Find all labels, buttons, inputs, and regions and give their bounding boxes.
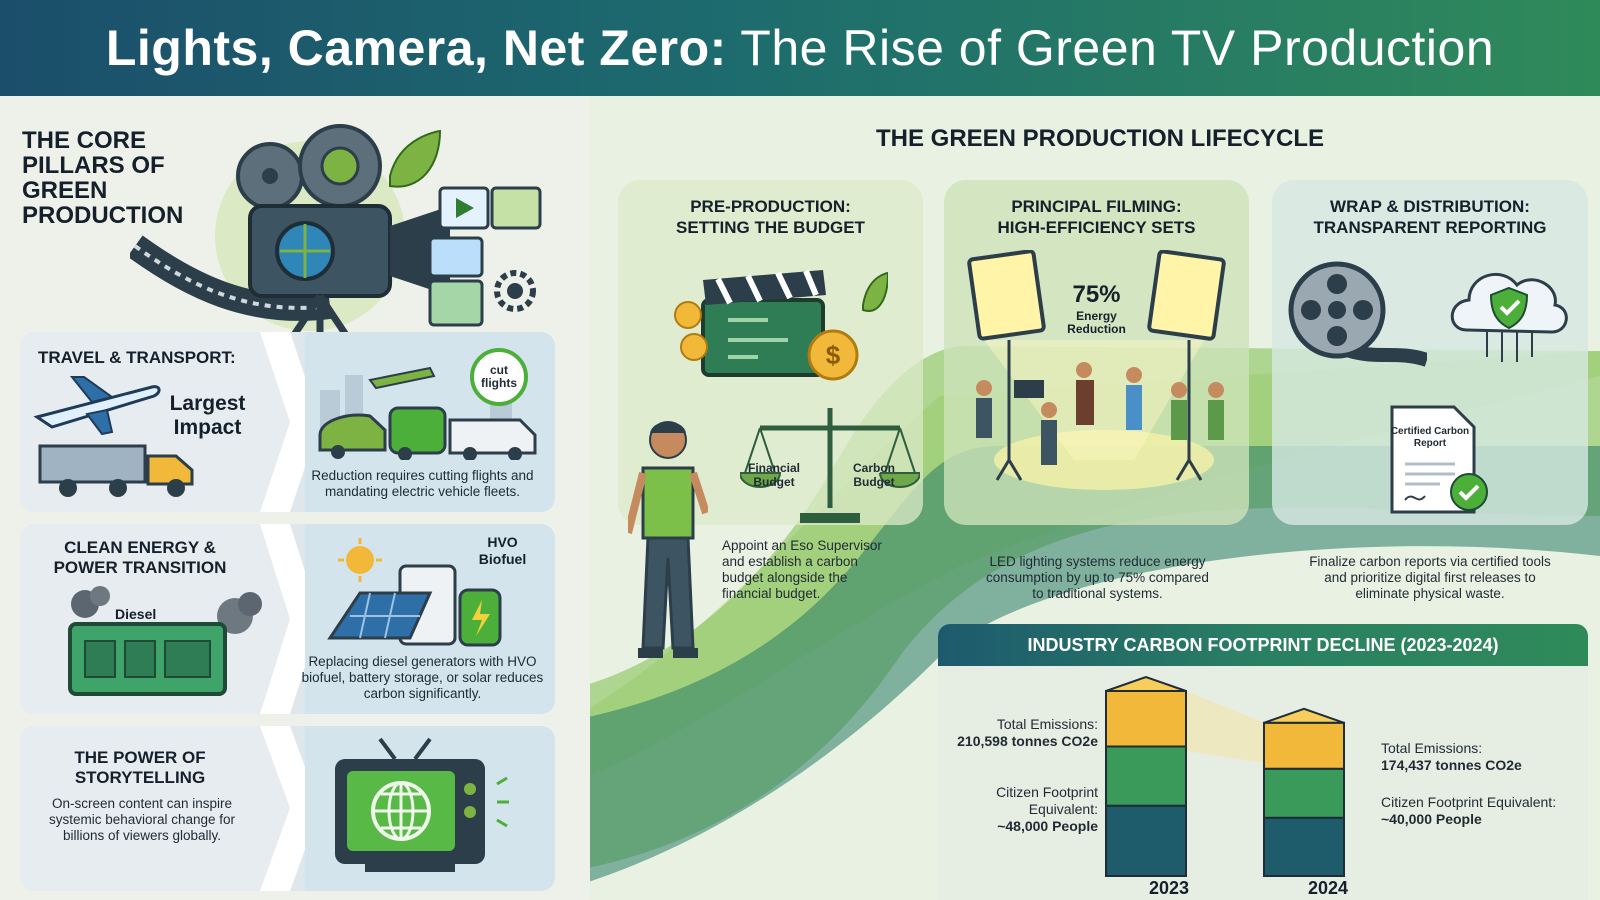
year-2024-citizen: Citizen Footprint Equivalent: ~40,000 Pe… <box>1381 794 1581 828</box>
citizen-value: ~40,000 People <box>1381 811 1482 827</box>
stage-heading-line2: TRANSPARENT REPORTING <box>1313 218 1547 237</box>
largest-impact-label: Largest Impact <box>169 392 246 439</box>
report-doc-label: Certified Carbon Report <box>1390 426 1470 449</box>
footprint-bar-chart <box>1105 675 1345 877</box>
stage-heading-line1: WRAP & DISTRIBUTION: <box>1330 197 1530 216</box>
decline-connector-band <box>1186 691 1264 763</box>
clapperboard-budget-icon: $ <box>674 269 888 381</box>
year-2023-citizen: Citizen Footprint Equivalent: ~48,000 Pe… <box>978 784 1098 835</box>
cut-flights-text: cut flights <box>481 363 517 390</box>
page-title: Lights, Camera, Net Zero: The Rise of Gr… <box>106 19 1494 77</box>
certified-report-icon <box>1390 405 1488 514</box>
year-2023-annotation: Total Emissions: 210,598 tonnes CO2e <box>938 716 1098 750</box>
lifecycle-title: THE GREEN PRODUCTION LIFECYCLE <box>875 125 1325 152</box>
svg-text:$: $ <box>826 340 841 370</box>
stage-wrap-distribution: WRAP & DISTRIBUTION: TRANSPARENT REPORTI… <box>1272 180 1588 525</box>
citizen-label: Citizen Footprint Equivalent: <box>996 784 1098 817</box>
scale-right-label: Carbon Budget <box>853 461 895 489</box>
cloud-shield-icon <box>1450 272 1568 362</box>
travel-description: Reduction requires cutting flights and m… <box>311 468 534 499</box>
film-camera-hero-illustration <box>130 124 542 341</box>
bar-segment-2023-1 <box>1105 745 1187 807</box>
year-2024-label: 2024 <box>1308 878 1349 898</box>
stage-heading-line1: PRE-PRODUCTION: <box>690 197 851 216</box>
pillar-card-storytelling: THE POWER OF STORYTELLING On-screen cont… <box>20 726 555 891</box>
citizen-label: Citizen Footprint Equivalent: <box>1381 794 1557 810</box>
pillars-panel: THE CORE PILLARS OF GREEN PRODUCTION <box>0 96 590 900</box>
title-light: The Rise of Green TV Production <box>740 20 1495 76</box>
cut-flights-badge: cut flights <box>470 348 528 406</box>
eco-supervisor-figure <box>628 421 708 658</box>
pillars-title: THE CORE PILLARS OF GREEN PRODUCTION <box>22 127 184 229</box>
year-2023-label: 2023 <box>1149 878 1190 898</box>
pre-production-description: Appoint an Eso Supervisor and establish … <box>722 538 882 601</box>
television-globe-icon <box>335 737 509 872</box>
bar-segment-2023-2 <box>1105 690 1187 748</box>
diesel-generator-icon <box>68 586 262 696</box>
pillar-card-travel: TRAVEL & TRANSPORT: Largest Impact cut f… <box>20 332 555 512</box>
stage-heading-line1: PRINCIPAL FILMING: <box>1011 197 1182 216</box>
storytelling-heading: THE POWER OF STORYTELLING <box>74 748 206 787</box>
header-banner: Lights, Camera, Net Zero: The Rise of Gr… <box>0 0 1600 96</box>
bar-segment-2023-0 <box>1105 804 1187 877</box>
wrap-description: Finalize carbon reports via certified to… <box>1309 554 1551 601</box>
emissions-label: Total Emissions: <box>996 716 1098 732</box>
diesel-label: Diesel <box>115 606 157 622</box>
film-reel-icon <box>1288 261 1427 367</box>
footprint-chart-panel: INDUSTRY CARBON FOOTPRINT DECLINE (2023-… <box>938 624 1588 900</box>
scale-left-label: Financial Budget <box>748 461 801 489</box>
pillar-card-energy: CLEAN ENERGY & POWER TRANSITION Diesel H… <box>20 524 555 714</box>
solar-battery-icon <box>327 538 502 647</box>
stage-heading: PRE-PRODUCTION: SETTING THE BUDGET <box>618 196 923 238</box>
bar-cap-2024 <box>1263 707 1345 724</box>
film-set-illustration <box>967 250 1226 490</box>
airplane-icon <box>33 376 161 436</box>
energy-heading: CLEAN ENERGY & POWER TRANSITION <box>53 538 227 577</box>
travel-heading: TRAVEL & TRANSPORT: <box>38 348 236 367</box>
stage-principal-filming: PRINCIPAL FILMING: HIGH-EFFICIENCY SETS … <box>944 180 1249 525</box>
energy-description: Replacing diesel generators with HVO bio… <box>301 654 544 701</box>
stage-heading: PRINCIPAL FILMING: HIGH-EFFICIENCY SETS <box>944 196 1249 238</box>
bar-segment-2024-1 <box>1263 767 1345 819</box>
filming-description: LED lighting systems reduce energy consu… <box>986 554 1209 601</box>
stat-label: Energy Reduction <box>1067 309 1126 336</box>
truck-icon <box>38 444 194 497</box>
stage-heading-line2: SETTING THE BUDGET <box>676 218 865 237</box>
balance-scale-icon <box>740 408 920 523</box>
stage-heading: WRAP & DISTRIBUTION: TRANSPARENT REPORTI… <box>1272 196 1588 238</box>
title-bold: Lights, Camera, Net Zero: <box>105 20 727 76</box>
storytelling-description: On-screen content can inspire systemic b… <box>48 796 236 843</box>
citizen-value: ~48,000 People <box>997 818 1098 834</box>
hvo-biofuel-label: HVO Biofuel <box>478 534 527 567</box>
bar-segment-2024-2 <box>1263 721 1345 770</box>
emissions-label: Total Emissions: <box>1381 740 1483 756</box>
year-2024-annotation: Total Emissions: 174,437 tonnes CO2e <box>1381 740 1581 774</box>
bar-cap-2023 <box>1105 675 1187 692</box>
stat-value: 75% <box>1072 281 1121 308</box>
bar-segment-2024-0 <box>1263 816 1345 877</box>
stage-heading-line2: HIGH-EFFICIENCY SETS <box>997 218 1196 237</box>
footprint-title: INDUSTRY CARBON FOOTPRINT DECLINE (2023-… <box>938 624 1588 666</box>
card-label-pane <box>20 726 290 891</box>
emissions-value: 174,437 tonnes CO2e <box>1381 757 1522 773</box>
emissions-value: 210,598 tonnes CO2e <box>957 733 1098 749</box>
